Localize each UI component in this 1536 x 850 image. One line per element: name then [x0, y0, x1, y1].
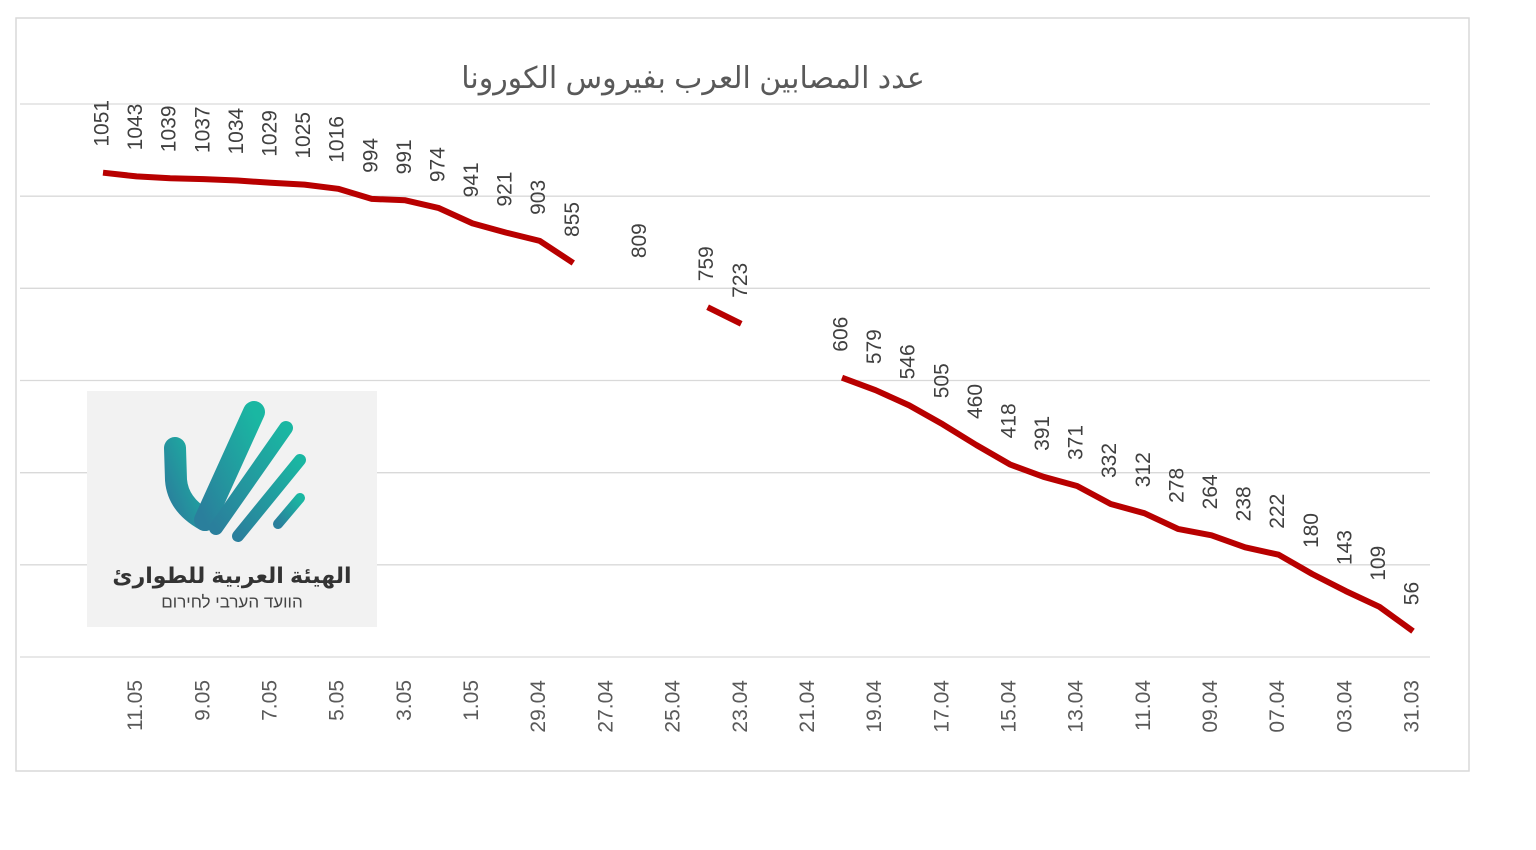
- logo-stroke: [209, 421, 293, 535]
- logo: الهيئة العربية للطوارئ הוועד הערבי לחירו…: [87, 391, 377, 627]
- data-label: 222: [1266, 494, 1289, 529]
- logo-stroke: [273, 493, 305, 529]
- x-tick-label: 17.04: [930, 680, 953, 733]
- data-label: 921: [494, 172, 517, 207]
- data-label: 1025: [292, 112, 315, 159]
- data-label: 994: [359, 138, 382, 173]
- data-label: 418: [997, 403, 1020, 438]
- x-tick-label: 03.04: [1333, 680, 1356, 733]
- logo-stroke: [194, 401, 265, 531]
- line-segment: [706, 304, 743, 327]
- data-label: 391: [1031, 416, 1054, 451]
- logo-subtitle: הוועד הערבי לחירום: [161, 592, 303, 611]
- data-label: 1016: [326, 116, 349, 163]
- data-label: 606: [830, 317, 853, 352]
- chart-title: عدد المصابين العرب بفيروس الكورونا: [461, 62, 925, 96]
- x-tick-label: 5.05: [326, 680, 349, 721]
- x-tick-label: 25.04: [662, 680, 685, 733]
- line-segment: [102, 169, 575, 266]
- data-label: 505: [930, 363, 953, 398]
- data-label: 238: [1233, 486, 1256, 521]
- data-label: 1043: [124, 104, 147, 151]
- x-tick-label: 07.04: [1266, 680, 1289, 733]
- data-label: 759: [695, 246, 718, 281]
- x-tick-label: 9.05: [191, 680, 214, 721]
- data-label: 991: [393, 139, 416, 174]
- data-label: 974: [426, 147, 449, 182]
- x-tick-label: 15.04: [997, 680, 1020, 733]
- x-tick-label: 29.04: [527, 680, 550, 733]
- data-label: 332: [1098, 443, 1121, 478]
- data-label: 264: [1199, 474, 1222, 509]
- x-tick-label: 27.04: [594, 680, 617, 733]
- data-label: 143: [1333, 530, 1356, 565]
- plot-area: 11.05 9.05 7.05 5.05 3.05 1.05 29.04 27.04 25.04…: [91, 100, 1424, 733]
- data-label: 56: [1401, 582, 1424, 605]
- data-label: 1037: [191, 106, 214, 153]
- x-tick-label: 31.03: [1401, 680, 1424, 733]
- data-label: 723: [729, 263, 752, 298]
- data-label: 1051: [91, 100, 114, 147]
- data-label: 941: [460, 162, 483, 197]
- x-tick-label: 13.04: [1065, 680, 1088, 733]
- data-label: 278: [1165, 468, 1188, 503]
- data-label: 1034: [225, 107, 248, 154]
- data-label: 855: [561, 202, 584, 237]
- data-label: 109: [1367, 546, 1390, 581]
- data-label: 1029: [258, 110, 281, 157]
- x-tick-label: 11.04: [1132, 680, 1155, 731]
- x-tick-label: 09.04: [1199, 680, 1222, 733]
- data-label: 809: [628, 223, 651, 258]
- data-label: 546: [897, 344, 920, 379]
- x-tick-label: 11.05: [124, 680, 147, 731]
- data-label: 579: [863, 329, 886, 364]
- x-tick-label: 3.05: [393, 680, 416, 721]
- data-label: 371: [1065, 425, 1088, 460]
- data-label: 180: [1300, 513, 1323, 548]
- x-tick-label: 19.04: [863, 680, 886, 733]
- x-tick-label: 21.04: [796, 680, 819, 733]
- x-tick-label: 1.05: [460, 680, 483, 721]
- x-tick-label: 23.04: [729, 680, 752, 733]
- data-label: 460: [964, 384, 987, 419]
- x-tick-label: 7.05: [258, 680, 281, 721]
- data-label: 1039: [158, 105, 181, 152]
- logo-stroke: [232, 454, 306, 542]
- logo-mark: [164, 401, 306, 542]
- line-segment: [840, 374, 1415, 634]
- data-label: 312: [1132, 452, 1155, 487]
- data-label: 903: [527, 180, 550, 215]
- logo-title: الهيئة العربية للطوارئ: [112, 563, 351, 589]
